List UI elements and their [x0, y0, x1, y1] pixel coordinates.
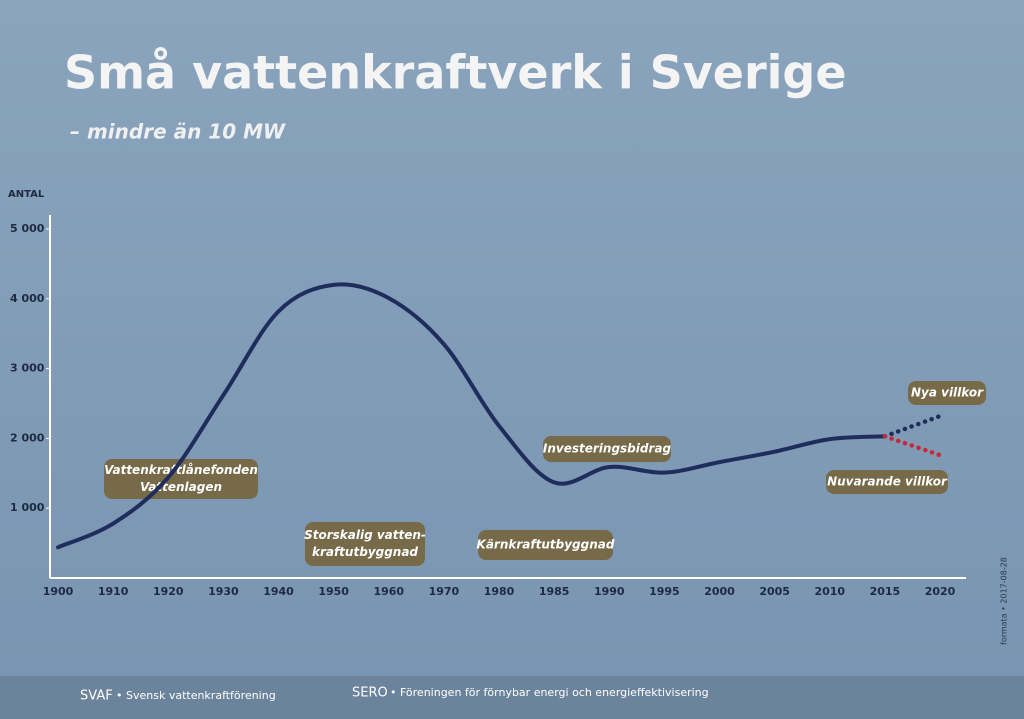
side-note: formata • 2017-08-28: [1000, 557, 1009, 645]
y-tick-label: 1 000: [10, 501, 45, 514]
footer-text: • Svensk vattenkraftförening: [116, 689, 276, 702]
x-tick-label: 1920: [153, 585, 184, 598]
y-tick-label: 3 000: [10, 362, 45, 375]
forecast-line: [882, 434, 943, 458]
x-tick-label: 2005: [759, 585, 790, 598]
y-tick-label: 5 000: [10, 222, 45, 235]
x-tick-label: 1970: [429, 585, 460, 598]
x-tick-label: 1995: [649, 585, 680, 598]
x-tick-label: 1930: [208, 585, 239, 598]
x-tick-label: 1980: [484, 585, 515, 598]
y-tick-label: 2 000: [10, 431, 45, 444]
x-tick-label: 1960: [373, 585, 404, 598]
x-tick-label: 1985: [539, 585, 570, 598]
annotation: Kärnkraftutbyggnad: [477, 538, 615, 552]
x-tick-label: 1910: [98, 585, 129, 598]
series-label: Nya villkor: [911, 386, 984, 400]
x-tick-label: 1990: [594, 585, 625, 598]
x-tick-label: 1950: [318, 585, 349, 598]
data-line: [56, 282, 887, 550]
annotation: kraftutbyggnad: [312, 545, 418, 559]
x-tick-label: 2015: [870, 585, 901, 598]
annotation-box: [478, 530, 613, 560]
series-label-box: [908, 381, 986, 405]
x-tick-label: 2010: [814, 585, 845, 598]
annotation-box: [305, 522, 425, 566]
x-tick-label: 1940: [263, 585, 294, 598]
x-tick-label: 2000: [704, 585, 735, 598]
series-label: Nuvarande villkor: [827, 475, 948, 489]
footer-band: [0, 676, 1024, 719]
y-axis-label: ANTAL: [8, 189, 45, 200]
annotation: Investeringsbidrag: [543, 442, 672, 456]
footer-org: SVAF: [80, 689, 113, 704]
annotation-box: [104, 459, 258, 499]
chart-subtitle: – mindre än 10 MW: [70, 120, 286, 144]
y-tick-label: 4 000: [10, 292, 45, 305]
x-tick-label: 1900: [43, 585, 74, 598]
series-label-box: [826, 470, 948, 494]
footer-text: • Föreningen för förnybar energi och ene…: [390, 686, 709, 699]
chart-title: Små vattenkraftverk i Sverige: [64, 46, 847, 100]
annotation: Storskalig vatten-: [304, 528, 426, 542]
annotation: Vattenkraftlånefonden: [104, 463, 258, 477]
footer-org: SERO: [352, 686, 388, 701]
x-tick-label: 2020: [925, 585, 956, 598]
forecast-line: [882, 413, 943, 439]
annotation-box: [543, 436, 671, 462]
